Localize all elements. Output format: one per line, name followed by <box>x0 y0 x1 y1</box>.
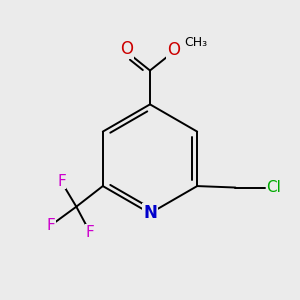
Text: N: N <box>143 204 157 222</box>
Text: O: O <box>167 41 180 59</box>
Text: O: O <box>120 40 133 58</box>
Text: F: F <box>57 174 66 189</box>
Text: Cl: Cl <box>266 180 281 195</box>
Text: F: F <box>47 218 56 233</box>
Text: CH₃: CH₃ <box>184 36 208 49</box>
Text: F: F <box>85 225 94 240</box>
